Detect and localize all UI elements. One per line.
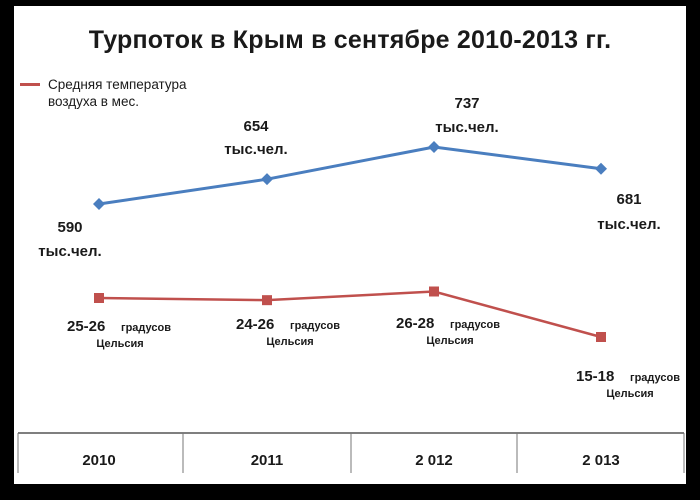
tourist-point-3	[595, 162, 607, 175]
tourist-unit-label-1: тыс.чел.	[224, 141, 287, 158]
temperature-unit-label-3: градусов	[630, 372, 680, 384]
frame-border-right	[686, 0, 700, 500]
frame-border-bottom	[0, 484, 700, 500]
temperature-unit-label-2: градусов	[450, 319, 500, 331]
tourist-point-2	[428, 141, 440, 153]
series-line-temperature	[98, 290, 602, 339]
tourist-unit-label-3: тыс.чел.	[597, 216, 660, 233]
tourist-value-label-3: 681	[616, 191, 641, 208]
tourist-unit-label-0: тыс.чел.	[38, 243, 101, 260]
legend-label-temperature: Средняя температура воздуха в мес.	[48, 77, 187, 109]
tourist-value-label-2: 737	[454, 95, 479, 112]
series-line-tourists	[98, 145, 602, 206]
temperature-unit-label-0: градусов	[121, 322, 171, 334]
temperature-celsius-label-1: Цельсия	[266, 336, 313, 348]
temperature-point-2	[429, 286, 439, 297]
x-tick-label-1: 2011	[251, 452, 284, 469]
temperature-celsius-label-3: Цельсия	[606, 388, 653, 400]
tourist-unit-label-2: тыс.чел.	[435, 119, 498, 136]
x-tick-label-2: 2 012	[415, 452, 453, 469]
temperature-range-label-3: 15-18	[576, 368, 614, 385]
frame-border-top	[0, 0, 700, 6]
chart-title: Турпоток в Крым в сентябре 2010-2013 гг.	[88, 26, 612, 54]
tourist-point-0	[93, 198, 105, 210]
temperature-point-0	[94, 293, 104, 303]
temperature-range-label-2: 26-28	[396, 315, 434, 332]
legend-swatch-temperature	[20, 83, 40, 86]
tourist-value-label-1: 654	[243, 118, 269, 135]
temperature-range-label-0: 25-26	[67, 318, 105, 335]
tourist-value-label-0: 590	[57, 219, 82, 236]
temperature-celsius-label-2: Цельсия	[426, 335, 473, 347]
x-tick-label-3: 2 013	[582, 452, 620, 469]
tourist-point-1	[261, 173, 273, 186]
frame-border-left	[0, 0, 14, 500]
temperature-range-label-1: 24-26	[236, 316, 274, 333]
temperature-point-1	[262, 295, 272, 306]
temperature-unit-label-1: градусов	[290, 320, 340, 332]
temperature-celsius-label-0: Цельсия	[96, 338, 143, 350]
temperature-point-3	[596, 332, 606, 342]
x-tick-label-0: 2010	[82, 452, 115, 469]
